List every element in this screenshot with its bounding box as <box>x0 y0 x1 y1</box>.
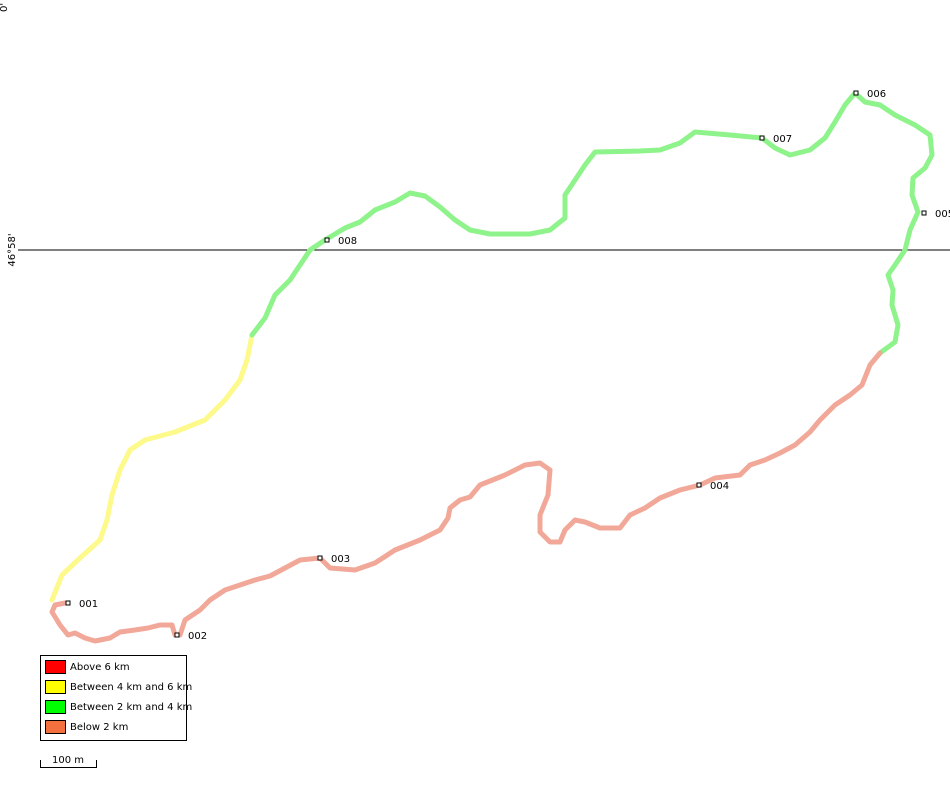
route-segment <box>249 90 935 356</box>
legend-swatch <box>45 680 66 694</box>
grid-label: 46°58' <box>7 233 18 266</box>
waypoint-marker <box>853 90 859 96</box>
route-segment <box>49 332 255 603</box>
legend-label: Between 2 km and 4 km <box>70 702 192 713</box>
legend-swatch <box>45 700 66 714</box>
waypoint-label: 003 <box>331 554 350 565</box>
waypoint-label: 001 <box>79 599 98 610</box>
waypoint-label: 006 <box>867 89 886 100</box>
waypoint-label: 002 <box>188 631 207 642</box>
waypoint-marker <box>317 555 323 561</box>
scale-label: 100 m <box>52 755 84 766</box>
legend-label: Below 2 km <box>70 722 128 733</box>
corner-label: 0' <box>0 3 10 12</box>
waypoint-label: 004 <box>710 481 729 492</box>
waypoint-marker <box>921 210 927 216</box>
waypoint-label: 007 <box>773 134 792 145</box>
waypoints: 001 002 003 004 005 006 007 008 <box>65 89 950 642</box>
scale-line <box>40 760 97 768</box>
waypoint-label: 008 <box>338 236 357 247</box>
route-segment <box>49 350 883 644</box>
waypoint-marker <box>759 135 765 141</box>
waypoint-marker <box>174 632 180 638</box>
waypoint-marker <box>65 600 71 606</box>
waypoint-marker <box>324 237 330 243</box>
waypoint-label: 005 <box>935 209 950 220</box>
legend-swatch <box>45 720 66 734</box>
legend-label: Above 6 km <box>70 662 130 673</box>
legend-swatch <box>45 660 66 674</box>
legend-items: Above 6 km Between 4 km and 6 km Between 2… <box>45 660 192 734</box>
waypoint-marker <box>696 482 702 488</box>
legend: Above 6 km Between 4 km and 6 km Between 2… <box>40 655 192 741</box>
legend-label: Between 4 km and 6 km <box>70 682 192 693</box>
scale-bar: 100 m <box>40 755 97 768</box>
